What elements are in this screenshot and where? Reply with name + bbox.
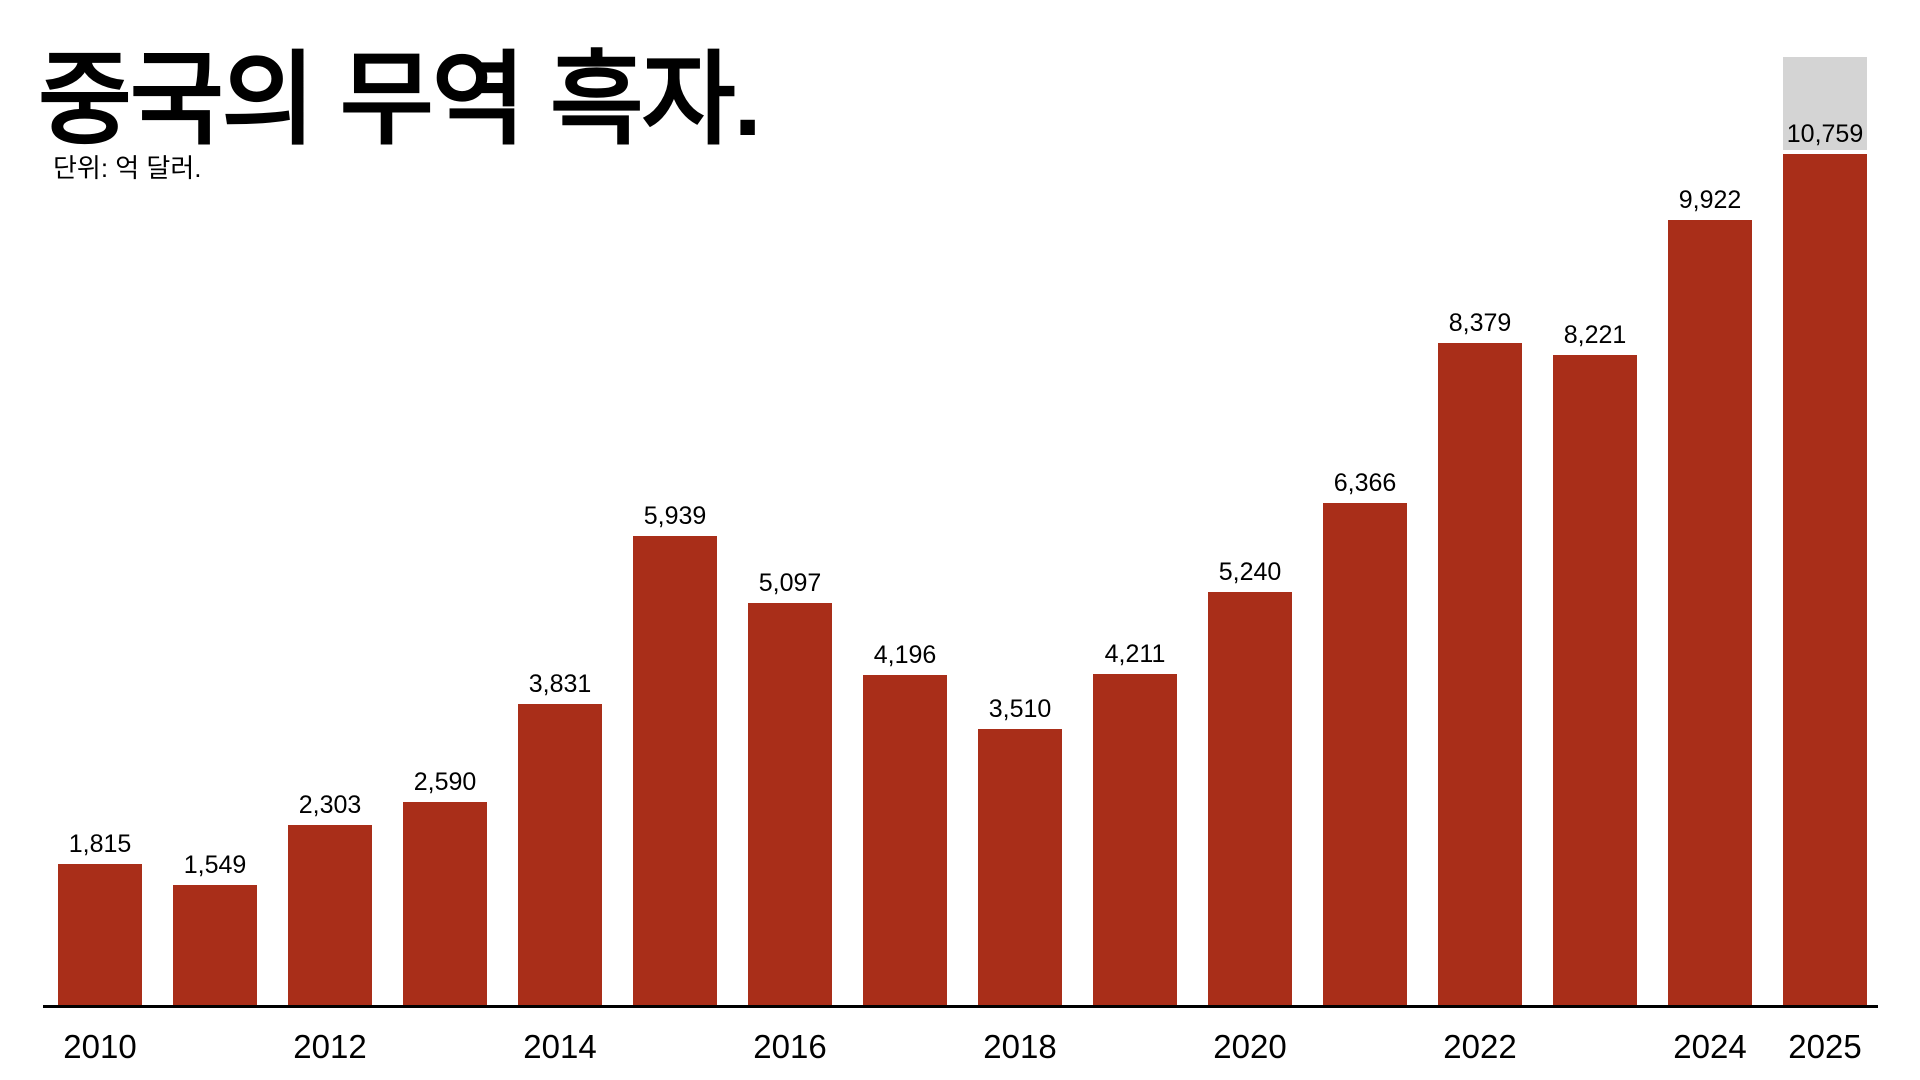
bar-2011 [173, 885, 257, 1008]
bar-2010 [58, 864, 142, 1008]
value-label-2018: 3,510 [988, 695, 1052, 723]
x-tick-2012: 2012 [293, 1028, 367, 1065]
value-label-2024: 9,922 [1678, 186, 1742, 214]
x-tick-2022: 2022 [1443, 1028, 1517, 1065]
x-tick-2020: 2020 [1213, 1028, 1287, 1065]
value-label-2015: 5,939 [643, 502, 707, 530]
bar-2016 [748, 603, 832, 1008]
x-axis-line [43, 1005, 1878, 1008]
bar-2019 [1093, 674, 1177, 1008]
value-label-2022: 8,379 [1448, 309, 1512, 337]
bar-2017 [863, 675, 947, 1008]
bar-2025 [1783, 154, 1867, 1008]
value-label-2019: 4,211 [1104, 640, 1166, 668]
value-label-2012: 2,303 [298, 791, 362, 819]
bar-2023 [1553, 355, 1637, 1008]
bar-2024 [1668, 220, 1752, 1008]
x-tick-2018: 2018 [983, 1028, 1057, 1065]
value-label-2025: 10,759 [1786, 120, 1864, 148]
chart-unit-note: 단위: 억 달러. [53, 153, 202, 183]
bar-2020 [1208, 592, 1292, 1008]
projection-cap-2025 [1783, 57, 1867, 150]
value-label-2016: 5,097 [758, 569, 822, 597]
bar-2021 [1323, 503, 1407, 1008]
value-label-2017: 4,196 [873, 641, 937, 669]
x-tick-2025: 2025 [1788, 1028, 1862, 1065]
bar-2013 [403, 802, 487, 1008]
value-label-2013: 2,590 [413, 768, 477, 796]
bar-2014 [518, 704, 602, 1008]
bar-2022 [1438, 343, 1522, 1008]
x-tick-2024: 2024 [1673, 1028, 1747, 1065]
value-label-2010: 1,815 [68, 830, 132, 858]
bar-2018 [978, 729, 1062, 1008]
bar-2012 [288, 825, 372, 1008]
value-label-2020: 5,240 [1218, 558, 1282, 586]
value-label-2011: 1,549 [183, 851, 247, 879]
x-tick-2016: 2016 [753, 1028, 827, 1065]
x-tick-2014: 2014 [523, 1028, 597, 1065]
chart-title: 중국의 무역 흑자. [38, 43, 762, 157]
value-label-2014: 3,831 [528, 670, 592, 698]
value-label-2021: 6,366 [1333, 469, 1397, 497]
value-label-2023: 8,221 [1563, 321, 1627, 349]
bar-2015 [633, 536, 717, 1008]
x-tick-2010: 2010 [63, 1028, 137, 1065]
